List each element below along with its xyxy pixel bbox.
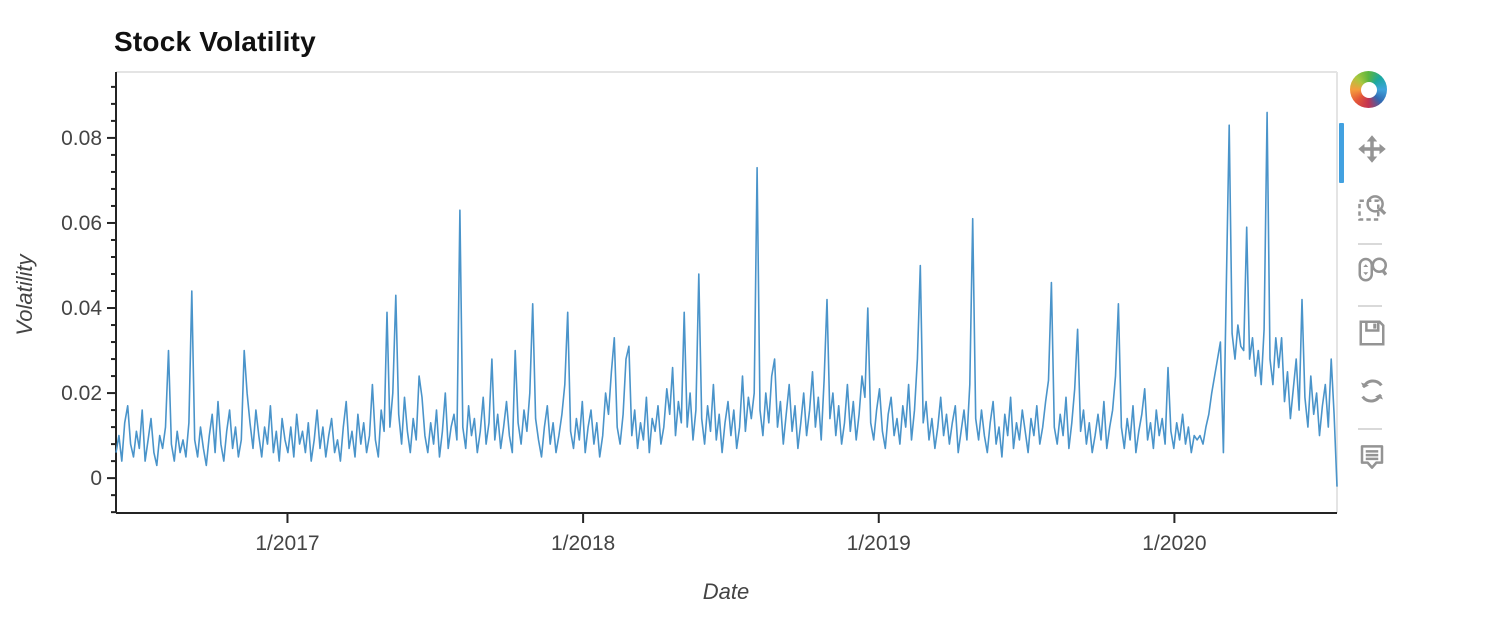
save-tool-button[interactable] [1354, 317, 1390, 353]
y-tick-label: 0.08 [61, 127, 102, 150]
active-tool-indicator [1339, 123, 1344, 183]
toolbar-separator [1358, 305, 1382, 307]
y-tick-label: 0 [90, 467, 102, 490]
reset-icon [1357, 376, 1387, 411]
hover-icon [1357, 442, 1387, 477]
x-tick-label: 1/2017 [255, 532, 319, 555]
box-zoom-icon [1357, 192, 1387, 227]
chart-title: Stock Volatility [114, 26, 316, 57]
x-tick-label: 1/2018 [551, 532, 615, 555]
toolbar-separator [1358, 243, 1382, 245]
y-tick-label: 0.06 [61, 212, 102, 235]
toolbar [1339, 0, 1396, 626]
pan-tool-button[interactable] [1354, 133, 1390, 169]
x-tick-label: 1/2020 [1142, 532, 1206, 555]
x-axis-title: Date [702, 579, 750, 604]
reset-tool-button[interactable] [1354, 375, 1390, 411]
save-icon [1357, 318, 1387, 353]
volatility-line [115, 111, 1338, 487]
y-tick-label: 0.02 [61, 382, 102, 405]
wheel-zoom-tool-button[interactable] [1354, 253, 1390, 289]
box-zoom-tool-button[interactable] [1354, 191, 1390, 227]
wheel-zoom-icon [1357, 254, 1388, 289]
y-tick-label: 0.04 [61, 297, 102, 320]
pan-icon [1357, 134, 1387, 169]
hover-tool-button[interactable] [1354, 441, 1390, 477]
toolbar-separator [1358, 428, 1382, 430]
x-tick-label: 1/2019 [847, 532, 911, 555]
bokeh-logo[interactable] [1350, 71, 1387, 108]
